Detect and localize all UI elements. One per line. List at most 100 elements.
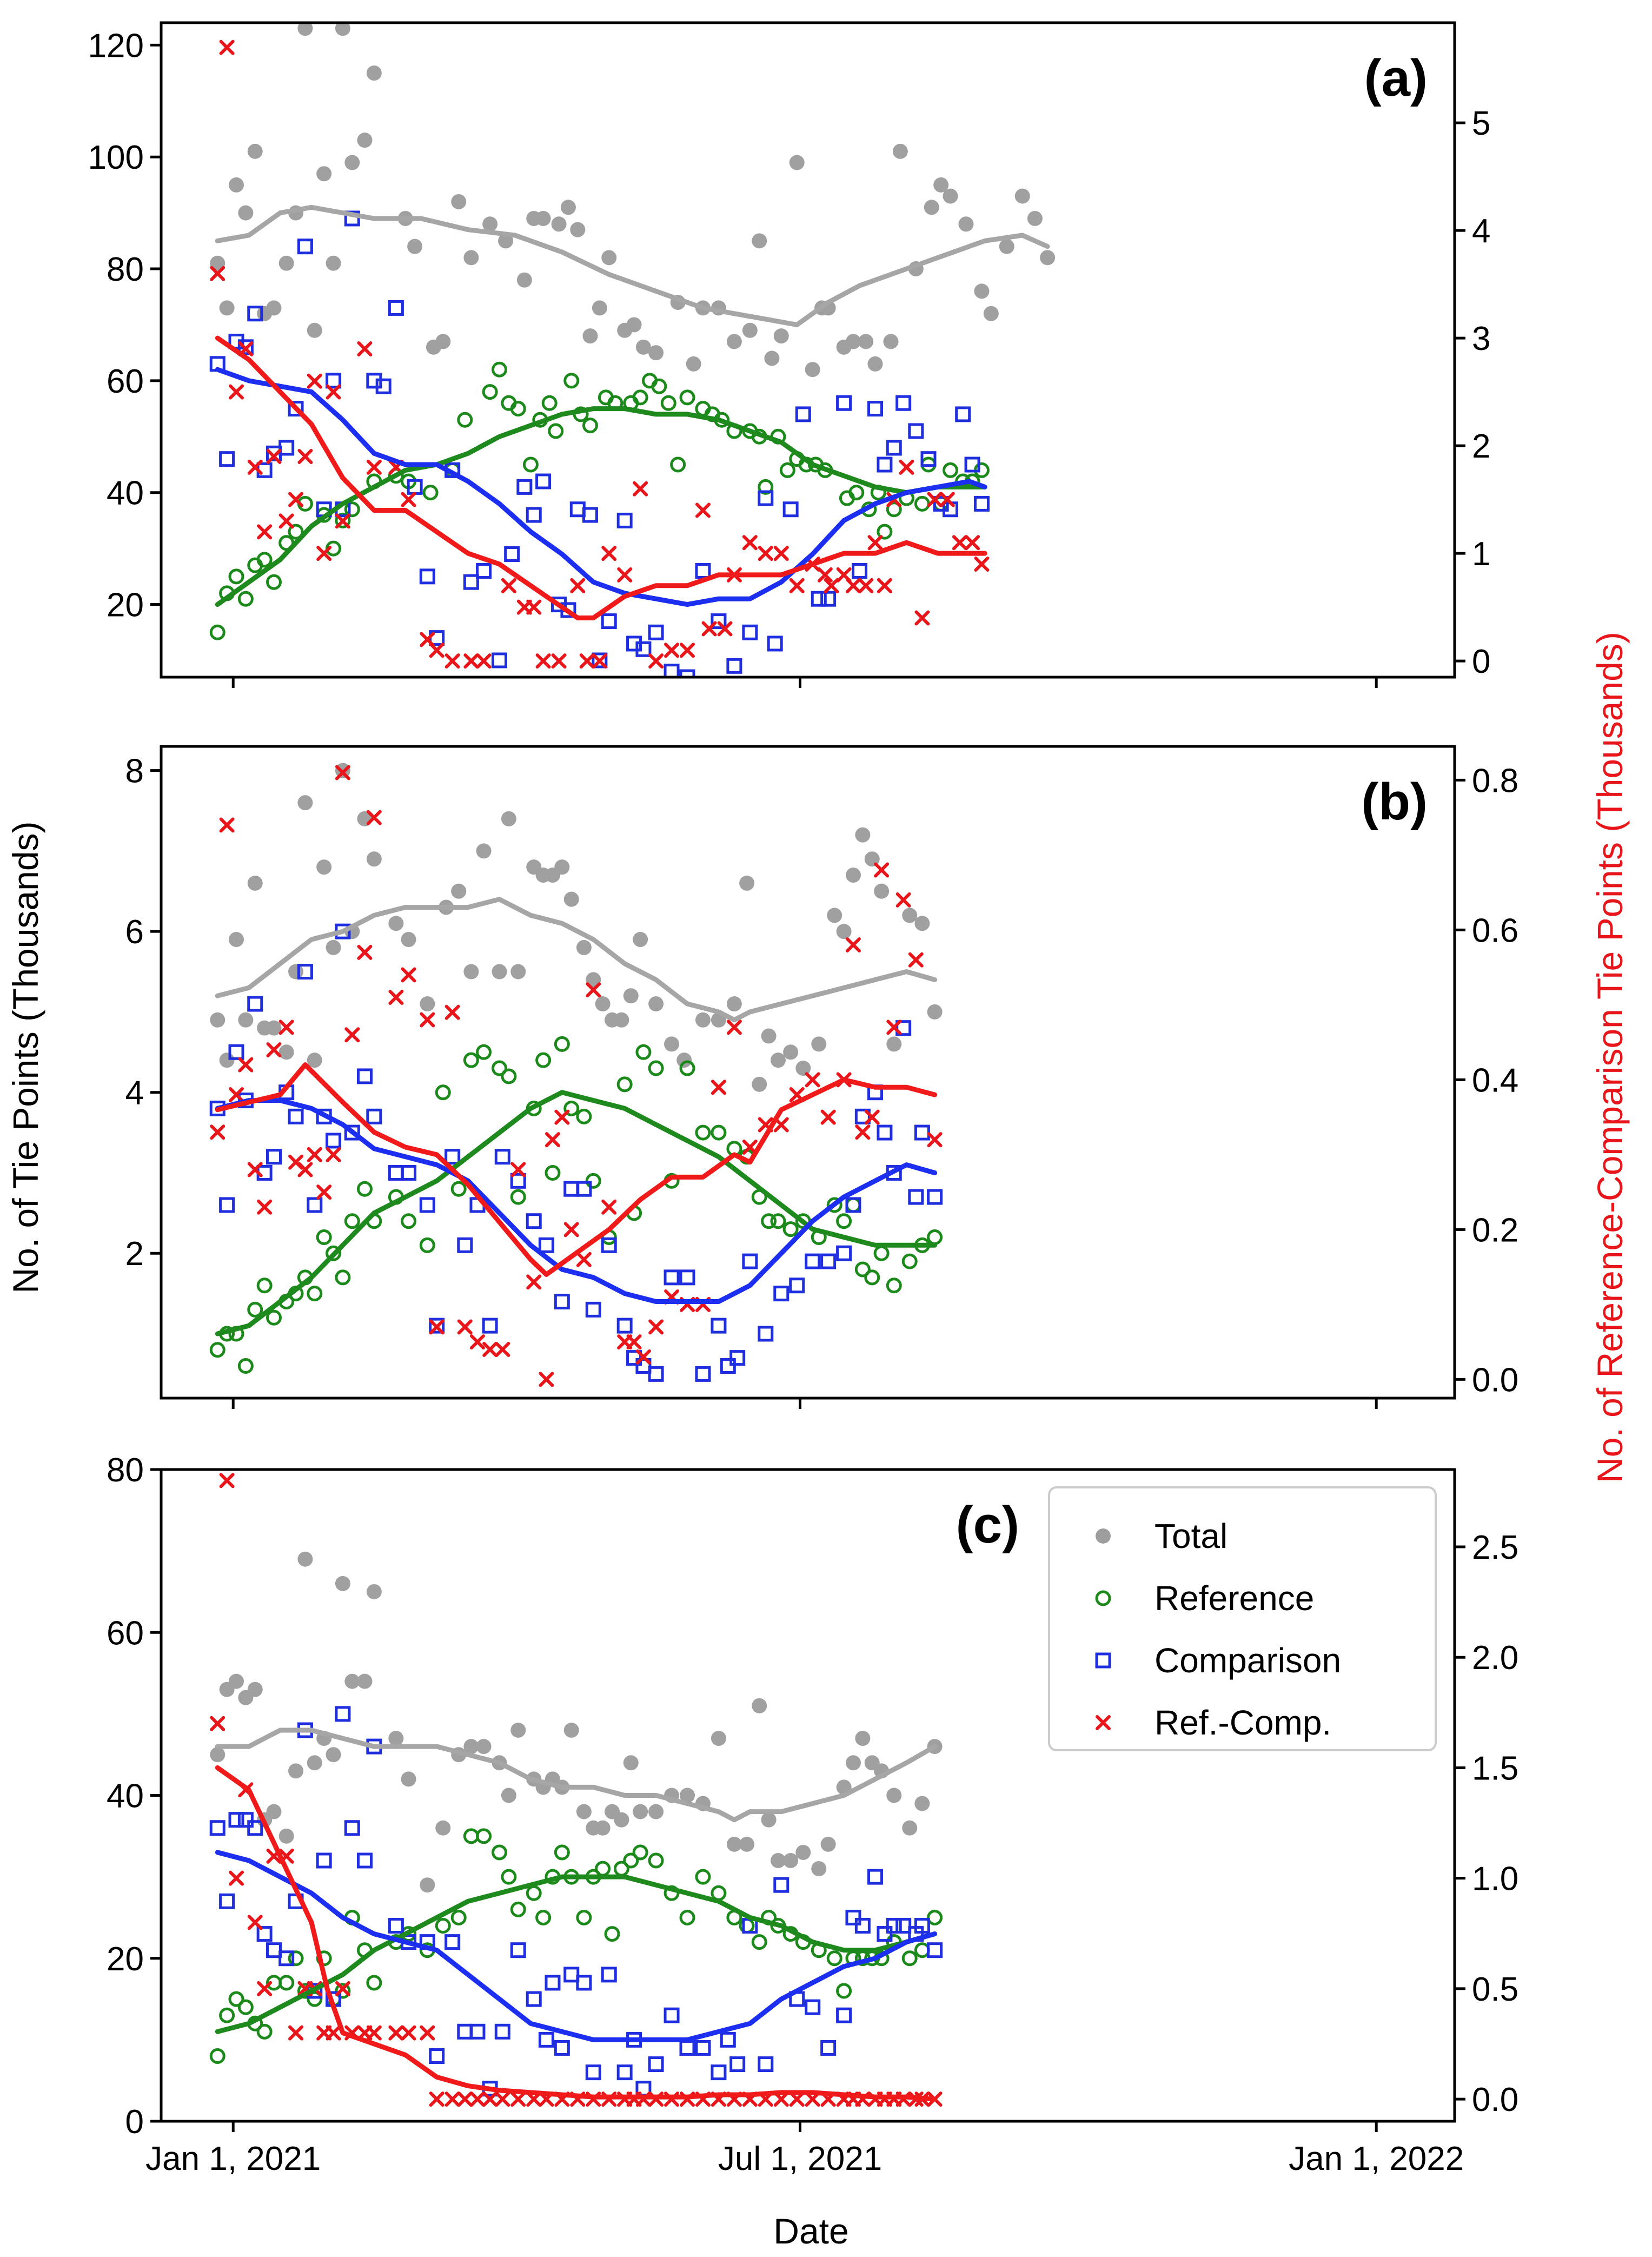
total-point — [924, 200, 939, 215]
ref-comp-point — [344, 1027, 360, 1043]
total-point — [435, 334, 451, 349]
reference-point — [779, 462, 795, 478]
ref-comp-point — [563, 1222, 579, 1237]
ref-comp-point — [773, 546, 789, 561]
ref-comp-point — [817, 567, 833, 583]
ref-comp-point — [357, 944, 373, 960]
panel-label: (c) — [956, 1496, 1019, 1554]
ref-comp-point — [535, 653, 551, 669]
comparison-point — [356, 1852, 373, 1869]
total-point — [326, 939, 341, 955]
ref-comp-point — [316, 546, 332, 561]
reference-trend-line — [215, 406, 987, 607]
reference-point — [836, 1213, 852, 1229]
ref-comp-point — [463, 653, 479, 669]
total-point — [516, 272, 532, 288]
total-point — [535, 210, 551, 226]
total-point — [492, 964, 507, 979]
total-point — [943, 188, 958, 204]
total-point — [933, 177, 949, 193]
reference-point — [307, 1991, 323, 2007]
total-point — [344, 1673, 360, 1689]
comparison-point — [908, 1189, 924, 1205]
reference-point — [679, 1060, 695, 1076]
left-y-tick-label: 80 — [107, 1452, 144, 1489]
right-y-tick-label: 0.5 — [1472, 1971, 1518, 2008]
x-tick-label: Jul 1, 2021 — [718, 2140, 882, 2177]
total-point — [811, 1036, 827, 1052]
total-point — [335, 23, 350, 36]
ref-comp-point — [429, 2091, 444, 2107]
comparison-point — [927, 1189, 943, 1205]
ref-comp-point — [633, 481, 648, 497]
reference-point — [695, 1869, 711, 1885]
comparison-point — [444, 1934, 461, 1950]
comparison-point — [492, 652, 508, 669]
right-y-tick-label: 2.5 — [1472, 1529, 1518, 1566]
total-point — [357, 1673, 373, 1689]
ref-comp-point — [526, 599, 542, 615]
panel-label: (a) — [1364, 49, 1428, 107]
comparison-point — [278, 1950, 295, 1967]
total-point — [297, 23, 313, 36]
ref-comp-point — [366, 2025, 382, 2041]
total-point — [229, 932, 244, 948]
reference-point — [266, 574, 282, 590]
ref-comp-point — [526, 1274, 542, 1290]
comparison-point — [516, 479, 533, 495]
ref-comp-point — [210, 1124, 225, 1140]
ref-comp-point — [444, 2091, 460, 2107]
total-point — [388, 916, 404, 931]
reference-point — [482, 384, 498, 400]
ref-comp-trend-line — [215, 335, 987, 620]
ref-comp-point — [469, 2091, 485, 2107]
comparison-point — [344, 210, 360, 227]
reference-point — [782, 1221, 799, 1237]
total-point — [307, 1053, 322, 1068]
reference-point — [422, 485, 439, 501]
ref-comp-point — [601, 546, 617, 561]
right-y-tick-label: 0.4 — [1472, 1062, 1518, 1099]
reference-point — [510, 1189, 526, 1205]
comparison-point — [635, 641, 652, 657]
ref-comp-point — [845, 937, 861, 953]
reference-point — [209, 624, 225, 640]
total-point — [247, 875, 263, 891]
ref-comp-point — [401, 2025, 416, 2041]
comparison-point — [494, 1149, 510, 1165]
reference-point — [943, 462, 959, 478]
comparison-point — [247, 996, 263, 1012]
right-y-axis-title: No. of Reference-Comparison Tie Points (… — [1590, 632, 1630, 1483]
total-point — [357, 133, 373, 148]
comparison-point — [585, 2064, 601, 2081]
ref-comp-point — [266, 449, 282, 465]
reference-point — [770, 1213, 786, 1229]
total-point — [316, 166, 332, 182]
comparison-point — [457, 1237, 473, 1253]
comparison-point — [973, 495, 990, 512]
ref-comp-trend-line — [215, 1765, 938, 2102]
right-y-tick-label: 0.8 — [1472, 762, 1518, 799]
ref-comp-point — [444, 1004, 460, 1020]
reference-point — [582, 418, 598, 434]
comparison-point — [469, 2023, 486, 2040]
legend-label: Reference — [1155, 1579, 1314, 1618]
ref-comp-point — [579, 653, 595, 669]
ref-comp-point — [420, 1012, 435, 1028]
reference-point — [344, 501, 360, 518]
reference-point — [401, 1213, 417, 1229]
total-point — [316, 859, 332, 875]
reference-point — [604, 1926, 620, 1942]
comparison-point — [576, 1975, 592, 1991]
reference-point — [623, 1852, 639, 1869]
comparison-point — [297, 964, 313, 980]
comparison-point — [845, 1197, 861, 1213]
ref-comp-point — [257, 524, 273, 540]
total-point — [510, 1723, 526, 1738]
reference-point — [651, 378, 667, 394]
ref-comp-point — [257, 1981, 273, 1996]
reference-point — [476, 1044, 492, 1060]
left-y-tick-label: 2 — [125, 1235, 144, 1273]
comparison-point — [773, 1286, 789, 1302]
